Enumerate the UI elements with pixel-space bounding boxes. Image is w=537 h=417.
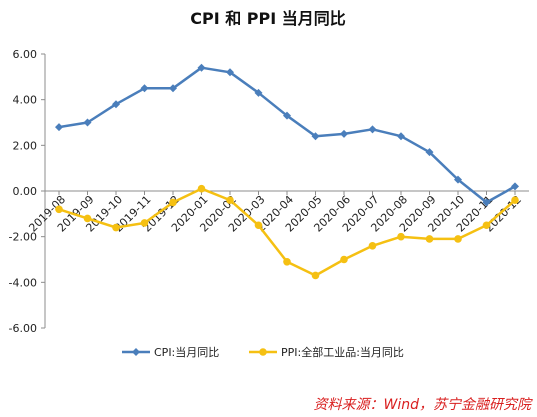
legend-label-ppi: PPI:全部工业品:当月同比 [281, 345, 404, 359]
x-axis-ticks: 2019-082019-092019-102019-112019-122020-… [26, 191, 524, 235]
data-point-ppi [140, 219, 149, 227]
data-point-ppi [454, 235, 462, 243]
data-point-ppi [197, 184, 206, 193]
series-layer [55, 63, 519, 280]
data-point-cpi [254, 88, 263, 97]
legend-swatch-ppi-marker [259, 348, 267, 356]
legend-item-cpi: CPI:当月同比 [122, 345, 219, 359]
data-point-cpi [55, 123, 63, 132]
series-cpi [55, 63, 519, 207]
data-point-cpi [83, 118, 92, 127]
data-point-cpi [454, 175, 462, 184]
data-point-cpi [425, 148, 434, 157]
data-point-cpi [397, 132, 405, 141]
y-tick-label: -2.00 [9, 231, 37, 244]
data-point-ppi [511, 196, 519, 204]
y-tick-label: -6.00 [9, 322, 37, 335]
data-point-ppi [254, 221, 263, 230]
data-point-ppi [55, 205, 63, 214]
data-point-cpi [283, 111, 291, 120]
data-point-cpi [169, 84, 177, 93]
data-point-cpi [482, 198, 491, 207]
series-line-cpi [58, 66, 516, 204]
legend: CPI:当月同比 PPI:全部工业品:当月同比 [122, 345, 404, 359]
y-tick-label: 6.00 [13, 48, 38, 61]
chart-title: CPI 和 PPI 当月同比 [190, 9, 346, 28]
data-point-ppi [226, 196, 234, 204]
data-point-cpi [368, 125, 377, 134]
data-point-ppi [112, 223, 120, 232]
data-point-ppi [169, 198, 177, 207]
data-point-cpi [112, 100, 120, 109]
data-point-ppi [482, 221, 491, 230]
y-tick-label: 2.00 [13, 139, 38, 152]
source-note: 资料来源：Wind，苏宁金融研究院 [314, 397, 533, 413]
data-point-cpi [511, 182, 519, 191]
series-ppi [55, 184, 519, 280]
legend-label-cpi: CPI:当月同比 [154, 345, 219, 359]
data-point-cpi [197, 63, 206, 72]
data-point-cpi [226, 68, 234, 77]
data-point-cpi [340, 129, 348, 138]
data-point-cpi [311, 132, 320, 141]
y-tick-label: 0.00 [13, 185, 38, 198]
plot-area: -6.00 -4.00 -2.00 0.00 2.00 4.00 6.00 2019-082… [9, 48, 529, 335]
data-point-ppi [368, 242, 377, 250]
legend-swatch-cpi-marker [132, 348, 140, 356]
legend-item-ppi: PPI:全部工业品:当月同比 [249, 345, 404, 359]
data-point-ppi [83, 214, 92, 223]
data-point-ppi [340, 255, 348, 264]
y-tick-label: 4.00 [13, 94, 38, 107]
data-point-ppi [311, 271, 320, 280]
data-point-cpi [140, 84, 149, 93]
data-point-ppi [425, 235, 434, 243]
data-point-ppi [397, 232, 405, 241]
y-tick-label: -4.00 [9, 276, 37, 289]
y-axis-ticks: -6.00 -4.00 -2.00 0.00 2.00 4.00 6.00 [9, 48, 45, 335]
data-point-ppi [283, 257, 291, 266]
